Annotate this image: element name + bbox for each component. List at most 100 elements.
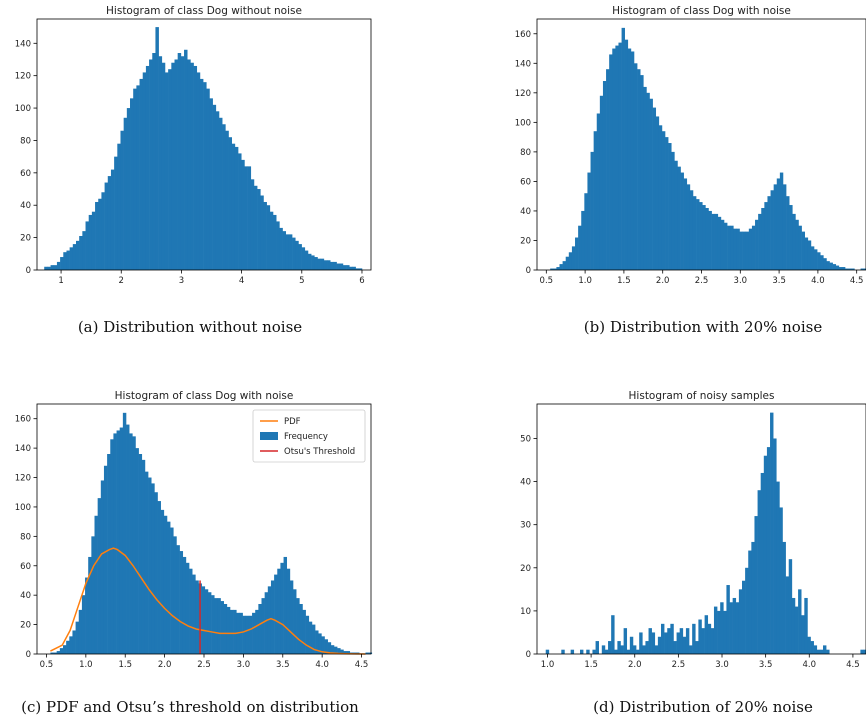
histogram-bar xyxy=(860,649,864,654)
y-tick-label: 50 xyxy=(520,434,531,444)
y-tick-label: 140 xyxy=(15,39,31,49)
y-tick-label: 160 xyxy=(515,30,531,40)
histogram-bar xyxy=(305,615,310,654)
y-tick-label: 80 xyxy=(20,532,31,542)
y-tick-label: 0 xyxy=(526,650,531,660)
histogram-bar xyxy=(570,649,575,654)
histogram-bar xyxy=(810,641,814,654)
histogram-bar xyxy=(286,568,291,654)
histogram-bar xyxy=(100,480,105,654)
histogram-bar xyxy=(152,53,156,270)
y-tick-label: 100 xyxy=(515,118,531,128)
histogram-bar xyxy=(88,556,92,654)
histogram-bar xyxy=(218,117,223,271)
histogram-bar xyxy=(160,509,165,654)
histogram-bar xyxy=(699,202,703,270)
histogram-bar xyxy=(56,261,61,270)
histogram-bar xyxy=(789,205,793,270)
histogram-bar xyxy=(723,610,727,654)
x-tick-label: 4.0 xyxy=(811,276,825,286)
histogram-bar xyxy=(126,424,130,654)
histogram-bar xyxy=(679,628,684,654)
y-tick-label: 0 xyxy=(26,266,31,276)
x-tick-label: 2.0 xyxy=(628,660,642,670)
histogram-bar xyxy=(739,231,743,270)
histogram-bar xyxy=(764,202,768,270)
histogram-bar xyxy=(761,207,765,270)
histogram-bar xyxy=(242,615,247,654)
histogram-bar xyxy=(60,257,64,270)
histogram-bar xyxy=(91,536,95,654)
y-tick-label: 140 xyxy=(15,444,31,454)
caption-a: (a) Distribution without noise xyxy=(77,318,303,336)
histogram-bar xyxy=(826,261,830,270)
histogram-bar xyxy=(78,609,83,654)
histogram-bar xyxy=(618,42,622,270)
histogram-bar xyxy=(285,234,290,270)
chart-b-histogram-with-noise: Histogram of class Dog with noise 0.5 1.0 1… xyxy=(515,5,866,286)
histogram-bar xyxy=(144,471,149,654)
histogram-bar xyxy=(664,632,668,654)
histogram-bar xyxy=(274,574,278,654)
histogram-bar xyxy=(779,507,783,654)
x-tick-label: 4 xyxy=(239,276,244,286)
histogram-bar xyxy=(698,619,702,654)
histogram-bar xyxy=(763,455,768,654)
histogram-bar xyxy=(161,62,166,270)
histogram-bar xyxy=(248,615,253,654)
histogram-bar xyxy=(584,193,588,270)
histogram-bar xyxy=(180,56,185,270)
histogram-bar xyxy=(652,107,657,271)
histogram-bar xyxy=(620,645,624,654)
histogram-bar xyxy=(757,490,761,654)
histogram-bar xyxy=(330,645,335,654)
histogram-bar xyxy=(289,580,294,654)
histogram-bar xyxy=(279,227,283,270)
histogram-bar xyxy=(727,225,731,270)
histogram-bar xyxy=(807,240,812,270)
y-tick-label: 120 xyxy=(15,72,31,82)
histogram-bar xyxy=(615,45,619,270)
histogram-bar xyxy=(745,231,750,270)
histogram-bar xyxy=(204,589,209,654)
histogram-bar xyxy=(595,641,599,654)
histogram-bar xyxy=(779,172,784,270)
y-tick-label: 100 xyxy=(15,503,31,513)
y-tick-label: 40 xyxy=(20,591,31,601)
histogram-bar xyxy=(107,176,112,270)
histogram-bar xyxy=(823,258,827,270)
histogram-bar xyxy=(782,184,787,270)
histogram-bar xyxy=(69,247,74,270)
histogram-bar xyxy=(207,592,212,654)
chart-c-pdf-otsu-threshold: Histogram of class Dog with noise 0.5 1.0 1… xyxy=(15,390,373,670)
histogram-bar xyxy=(139,78,144,270)
x-tick-label: 4.5 xyxy=(846,660,860,670)
histogram-bar xyxy=(132,436,136,654)
histogram-bar xyxy=(97,498,102,654)
histogram-bar xyxy=(142,72,147,270)
histogram-bar xyxy=(676,632,680,654)
histogram-bar xyxy=(145,65,150,270)
histogram-bar xyxy=(732,597,737,654)
histogram-bar xyxy=(683,178,688,270)
x-tick-label: 4.0 xyxy=(803,660,817,670)
y-tick-label: 40 xyxy=(520,478,531,488)
histogram-bar xyxy=(770,412,774,654)
histogram-bar xyxy=(151,483,155,654)
x-tick-label: 6 xyxy=(359,276,364,286)
histogram-bar xyxy=(829,262,833,270)
histogram-bar xyxy=(726,585,730,654)
histogram-bar xyxy=(568,252,573,270)
histogram-bar xyxy=(692,623,696,654)
histogram-bar xyxy=(630,51,635,270)
histogram-bar xyxy=(658,125,663,271)
histogram-bar xyxy=(704,615,709,654)
y-tick-label: 80 xyxy=(20,136,31,146)
histogram-bar xyxy=(665,137,669,270)
histogram-bar xyxy=(702,205,706,270)
histogram-bar xyxy=(69,636,73,654)
histogram-bar xyxy=(141,459,146,654)
histogram-bar xyxy=(136,85,140,270)
histogram-bar xyxy=(814,249,818,270)
histogram-bar xyxy=(107,454,111,654)
